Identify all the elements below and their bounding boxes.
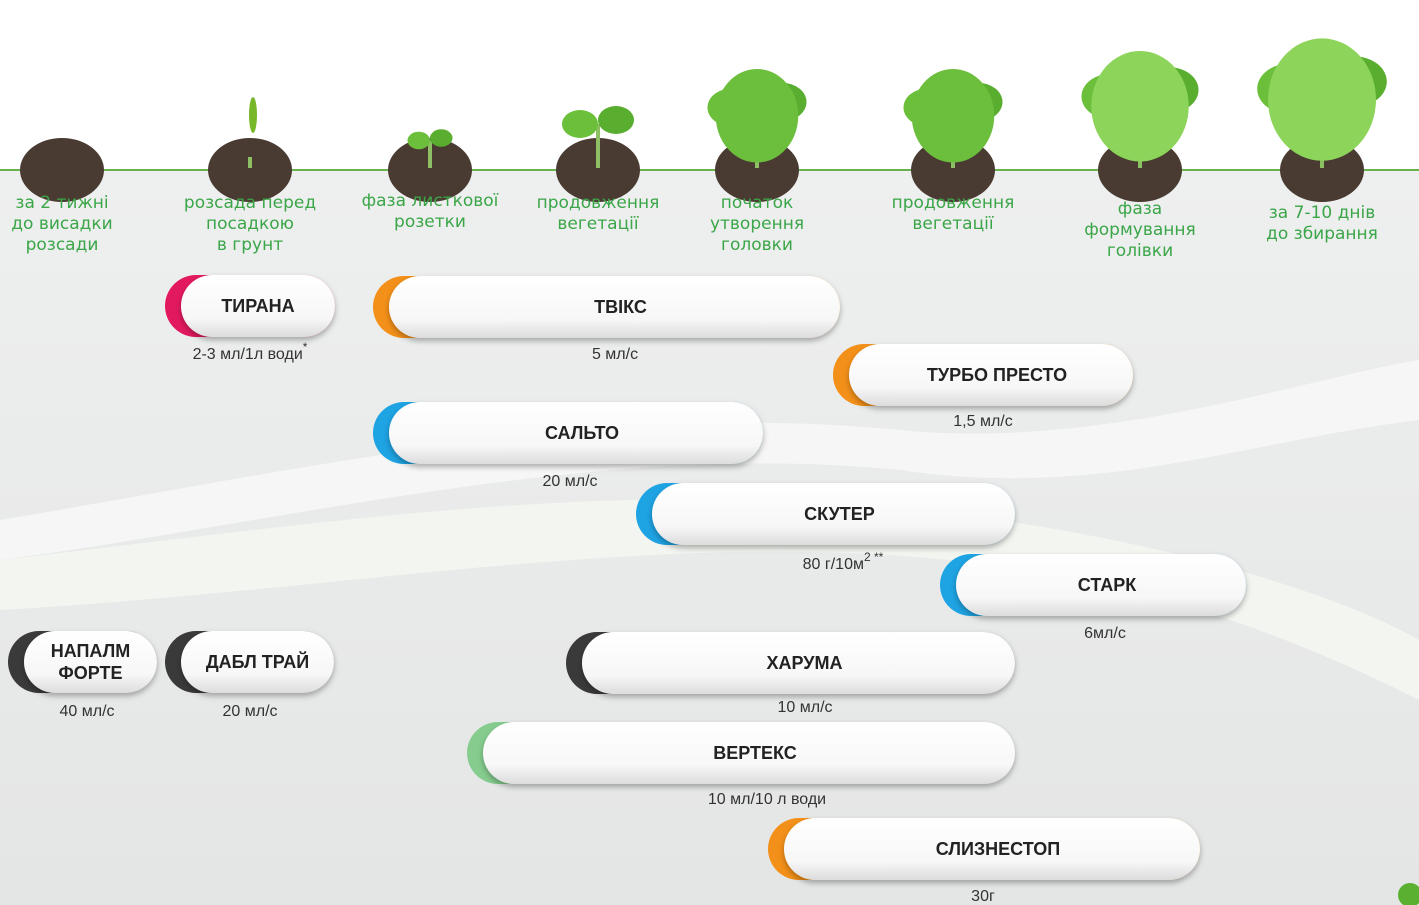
stage-label: продовження (892, 193, 1015, 213)
product-name: ТУРБО ПРЕСТО (927, 365, 1067, 385)
product-name: САЛЬТО (545, 423, 619, 443)
product-dose: 5 мл/с (592, 346, 638, 363)
head (716, 69, 799, 163)
product-name: ХАРУМА (767, 653, 843, 673)
dose-text: 10 мл/10 л води (708, 791, 826, 808)
product-dose: 10 мл/с (777, 699, 832, 716)
infographic: за 2 тижнідо висадкирозсади розсада перед… (0, 0, 1419, 905)
head (912, 69, 995, 163)
stage-label: до збирання (1266, 224, 1378, 244)
product-name: ФОРТЕ (58, 663, 122, 683)
product-name: СКУТЕР (804, 504, 875, 524)
product-name: ТВІКС (594, 297, 647, 317)
product-name: ДАБЛ ТРАЙ (206, 651, 309, 672)
dose-text: 20 мл/с (222, 703, 277, 720)
stage-label: розсади (26, 235, 99, 255)
product-dose: 10 мл/10 л води (708, 791, 826, 808)
dose-superscript: 2 ** (864, 550, 884, 564)
head (1268, 38, 1376, 160)
product-name: ТИРАНА (221, 296, 294, 316)
sky (0, 0, 1419, 170)
stage-label: продовження (537, 193, 660, 213)
dose-text: 40 мл/с (59, 703, 114, 720)
product-name: СЛИЗНЕСТОП (936, 839, 1060, 859)
leaf (598, 106, 634, 134)
leaf (430, 129, 453, 147)
product-name: НАПАЛМ (51, 641, 131, 661)
product-dose: 6мл/с (1084, 625, 1126, 642)
leaf (562, 110, 598, 138)
product-dose: 1,5 мл/с (953, 413, 1012, 430)
sprout (249, 97, 257, 133)
dose-text: 80 г/10м (803, 556, 864, 573)
stage-label: вегетації (912, 214, 993, 234)
stage-label: за 2 тижні (15, 193, 108, 213)
product-dose: 20 мл/с (542, 473, 597, 490)
dose-text: 5 мл/с (592, 346, 638, 363)
stage-label: фаза (1118, 199, 1162, 219)
stage-label: головки (721, 235, 793, 255)
dose-text: 2-3 мл/1л води (193, 346, 303, 363)
stage-label: голівки (1107, 241, 1173, 261)
stage-label: до висадки (11, 214, 112, 234)
stage-label: формування (1084, 220, 1196, 240)
dose-text: 30г (971, 888, 995, 905)
stage-label: фаза листкової (362, 191, 499, 211)
stage-label: в грунт (217, 235, 283, 255)
product-name: СТАРК (1078, 575, 1137, 595)
dose-text: 1,5 мл/с (953, 413, 1012, 430)
stage-label: вегетації (557, 214, 638, 234)
dose-text: 20 мл/с (542, 473, 597, 490)
stage-label: початок (721, 193, 794, 213)
head (1091, 51, 1189, 162)
product-name: ВЕРТЕКС (713, 743, 797, 763)
dose-superscript: * (303, 340, 308, 354)
stage-label: утворення (710, 214, 804, 234)
product-dose: 20 мл/с (222, 703, 277, 720)
stage-label: за 7-10 днів (1269, 203, 1375, 223)
product-dose: 30г (971, 888, 995, 905)
dose-text: 6мл/с (1084, 625, 1126, 642)
stage-label: розсада перед (184, 193, 316, 213)
leaf (408, 132, 431, 150)
stage-label: розетки (394, 212, 466, 232)
dose-text: 10 мл/с (777, 699, 832, 716)
stage-label: посадкою (206, 214, 294, 234)
product-dose: 40 мл/с (59, 703, 114, 720)
